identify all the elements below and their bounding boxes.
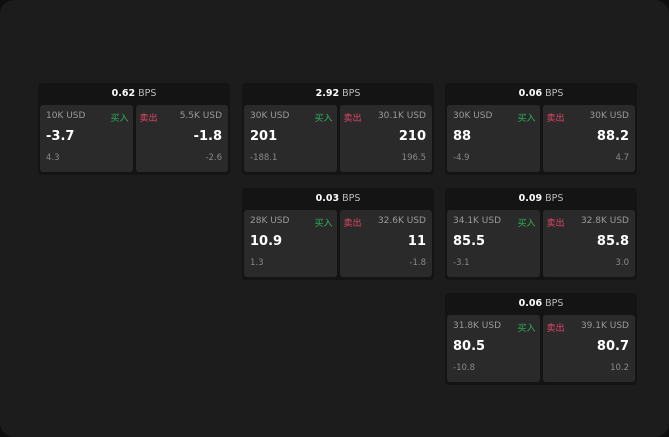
- spread-value: 0.62: [111, 88, 136, 99]
- spread-value: 0.09: [518, 193, 543, 204]
- sell-panel[interactable]: 32.8K USD 卖出 85.8 3.0: [542, 210, 635, 277]
- buy-delta: -3.1: [453, 258, 470, 268]
- buy-price: 10.9: [250, 234, 283, 249]
- sell-amount: 32.8K USD: [580, 216, 629, 226]
- buy-price: 80.5: [453, 339, 486, 354]
- buy-amount: 30K USD: [453, 111, 493, 121]
- quote-card: 2.92 BPS 30K USD 买入 201 -188.1 30.1K USD…: [242, 83, 434, 175]
- sell-panel[interactable]: 30.1K USD 卖出 210 196.5: [339, 105, 432, 172]
- spread-header: 0.03 BPS: [242, 188, 434, 210]
- spread-unit: BPS: [342, 88, 361, 99]
- sell-delta: 10.2: [610, 363, 629, 373]
- buy-panel[interactable]: 28K USD 买入 10.9 1.3: [244, 210, 337, 277]
- sell-amount: 32.6K USD: [377, 216, 426, 226]
- buy-price: -3.7: [46, 129, 75, 144]
- sell-delta: 3.0: [615, 258, 629, 268]
- spread-header: 0.09 BPS: [445, 188, 637, 210]
- sell-amount: 5.5K USD: [179, 111, 222, 121]
- buy-panel[interactable]: 34.1K USD 买入 85.5 -3.1: [447, 210, 540, 277]
- sell-button[interactable]: 卖出: [343, 114, 362, 124]
- spread-header: 0.06 BPS: [445, 83, 637, 105]
- sell-button[interactable]: 卖出: [546, 114, 565, 124]
- spread-header: 2.92 BPS: [242, 83, 434, 105]
- spread-unit: BPS: [545, 88, 564, 99]
- spread-unit: BPS: [545, 298, 564, 309]
- buy-amount: 30K USD: [250, 111, 290, 121]
- buy-amount: 28K USD: [250, 216, 290, 226]
- buy-price: 88: [453, 129, 472, 144]
- sell-amount: 30K USD: [589, 111, 629, 121]
- quote-card: 0.06 BPS 30K USD 买入 88 -4.9 30K USD 卖出 8…: [445, 83, 637, 175]
- buy-amount: 10K USD: [46, 111, 86, 121]
- sell-price: 85.8: [596, 234, 629, 249]
- sell-panel[interactable]: 32.6K USD 卖出 11 -1.8: [339, 210, 432, 277]
- spread-value: 0.06: [518, 298, 543, 309]
- spread-value: 0.03: [315, 193, 340, 204]
- sell-panel[interactable]: 5.5K USD 卖出 -1.8 -2.6: [135, 105, 228, 172]
- buy-button[interactable]: 买入: [314, 114, 333, 124]
- buy-delta: -10.8: [453, 363, 475, 373]
- buy-delta: -188.1: [250, 153, 278, 163]
- sell-button[interactable]: 卖出: [546, 324, 565, 334]
- buy-button[interactable]: 买入: [517, 114, 536, 124]
- spread-value: 2.92: [315, 88, 340, 99]
- buy-delta: -4.9: [453, 153, 470, 163]
- sell-panel[interactable]: 30K USD 卖出 88.2 4.7: [542, 105, 635, 172]
- buy-price: 85.5: [453, 234, 486, 249]
- sell-price: 88.2: [596, 129, 629, 144]
- buy-panel[interactable]: 31.8K USD 买入 80.5 -10.8: [447, 315, 540, 382]
- sell-delta: -2.6: [205, 153, 222, 163]
- quote-card: 0.62 BPS 10K USD 买入 -3.7 4.3 5.5K USD 卖出…: [38, 83, 230, 175]
- spread-unit: BPS: [138, 88, 157, 99]
- sell-panel[interactable]: 39.1K USD 卖出 80.7 10.2: [542, 315, 635, 382]
- sell-price: 80.7: [596, 339, 629, 354]
- sell-price: -1.8: [193, 129, 222, 144]
- sell-button[interactable]: 卖出: [343, 219, 362, 229]
- sell-delta: -1.8: [409, 258, 426, 268]
- sell-amount: 30.1K USD: [377, 111, 426, 121]
- sell-price: 11: [407, 234, 426, 249]
- buy-button[interactable]: 买入: [314, 219, 333, 229]
- buy-panel[interactable]: 10K USD 买入 -3.7 4.3: [40, 105, 133, 172]
- buy-button[interactable]: 买入: [517, 219, 536, 229]
- sell-button[interactable]: 卖出: [139, 114, 158, 124]
- quote-card: 0.09 BPS 34.1K USD 买入 85.5 -3.1 32.8K US…: [445, 188, 637, 280]
- sell-button[interactable]: 卖出: [546, 219, 565, 229]
- quote-card: 0.06 BPS 31.8K USD 买入 80.5 -10.8 39.1K U…: [445, 293, 637, 385]
- buy-amount: 31.8K USD: [453, 321, 502, 331]
- buy-panel[interactable]: 30K USD 买入 88 -4.9: [447, 105, 540, 172]
- spread-value: 0.06: [518, 88, 543, 99]
- buy-button[interactable]: 买入: [110, 114, 129, 124]
- spread-unit: BPS: [545, 193, 564, 204]
- sell-delta: 4.7: [615, 153, 629, 163]
- buy-panel[interactable]: 30K USD 买入 201 -188.1: [244, 105, 337, 172]
- spread-header: 0.62 BPS: [38, 83, 230, 105]
- buy-delta: 4.3: [46, 153, 60, 163]
- quote-card: 0.03 BPS 28K USD 买入 10.9 1.3 32.6K USD 卖…: [242, 188, 434, 280]
- buy-button[interactable]: 买入: [517, 324, 536, 334]
- buy-price: 201: [250, 129, 278, 144]
- buy-delta: 1.3: [250, 258, 264, 268]
- sell-price: 210: [398, 129, 426, 144]
- spread-unit: BPS: [342, 193, 361, 204]
- spread-header: 0.06 BPS: [445, 293, 637, 315]
- sell-amount: 39.1K USD: [580, 321, 629, 331]
- buy-amount: 34.1K USD: [453, 216, 502, 226]
- sell-delta: 196.5: [401, 153, 426, 163]
